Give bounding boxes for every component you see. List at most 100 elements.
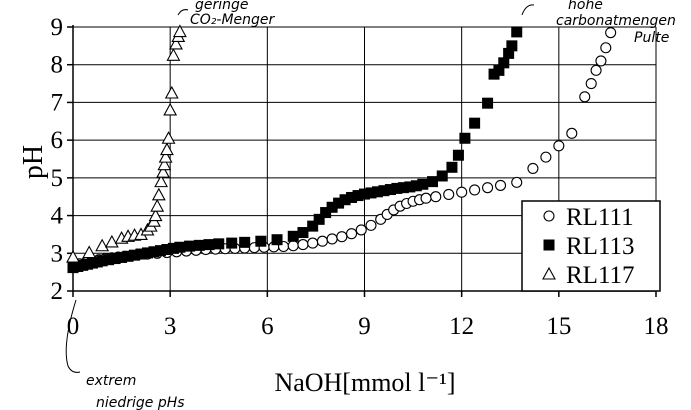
note-extrem-line1: extrem [86,373,136,389]
RL117-point [158,149,173,163]
RL111-point [585,78,597,90]
y-tick-label: 2 [51,278,64,305]
note-arrow-extrem [65,299,81,373]
RL111-point [365,219,377,231]
RL113-point [307,220,319,232]
RL117-point [150,198,165,212]
RL111-point [316,235,328,247]
note-co2-line1: geringe [195,0,249,13]
RL111-point [579,91,591,103]
RL111-point [553,140,565,152]
x-tick-label: 6 [261,313,274,340]
RL111-point [456,186,468,198]
RL111-point [355,224,367,236]
x-tick-label: 15 [546,313,571,340]
RL113-point [255,235,267,247]
note-carbonat-line2: carbonatmengen [556,13,676,29]
RL111-point [307,237,319,249]
RL113-point [427,176,439,188]
y-tick-label: 6 [51,127,64,154]
RL113-point [459,132,471,144]
RL111-point [511,176,523,188]
RL117-point [66,249,80,263]
series-RL113 [67,26,523,274]
RL113-point [213,238,225,250]
note-arrow-carbonat [521,4,535,16]
RL117-point [148,208,163,222]
RL111-point [443,188,455,201]
RL117-point [156,165,170,178]
RL113-point [203,239,215,251]
RL117-point [154,174,169,188]
x-tick-label: 3 [164,313,177,340]
RL111-point [430,191,442,203]
RL117-point [95,238,110,252]
RL113-point [482,97,494,109]
RL111-point [540,151,552,163]
note-carbonat-line1: hohe [568,0,603,13]
RL113-point [498,57,510,69]
legend-label-RL111: RL111 [566,204,634,231]
RL111-point [287,240,299,252]
RL117-point [166,48,181,61]
RL113-point [193,239,205,251]
RL111-point [600,42,612,54]
RL113-point [452,149,464,161]
RL111-point [494,179,507,191]
y-tick-label: 3 [51,240,64,267]
RL117-point [157,157,172,171]
y-tick-label: 5 [51,165,64,192]
x-tick-label: 0 [67,313,80,340]
note-extrem-line2: niedrige pHs [96,395,185,410]
tick-labels: 2 3 4 5 6 7 8 9 0 3 6 9 12 15 18 [51,14,669,340]
RL113-point [436,170,448,182]
note-arrow-co2 [177,9,189,16]
x-tick-label: 12 [449,313,474,340]
legend-label-RL113: RL113 [566,233,635,260]
RL111-point [420,192,432,204]
x-tick-label: 18 [644,313,669,340]
RL117-point [161,131,176,144]
RL111-point [469,184,481,196]
y-tick-label: 7 [51,89,64,116]
y-tick-label: 8 [51,52,64,79]
x-tick-label: 9 [358,313,371,340]
RL111-point [336,231,348,243]
x-axis-title: NaOH[mmol l⁻¹] [274,368,455,397]
RL111-point [595,55,607,67]
y-tick-label: 9 [51,14,64,41]
data-marks [66,24,617,274]
note-co2-line2: CO₂-Menger [190,12,276,28]
RL113-point [417,178,429,190]
RL117-point [164,85,179,99]
RL117-point [82,245,97,259]
RL113-point [446,161,458,173]
y-axis-title: pH [18,145,49,179]
RL113-point [313,213,325,225]
RL113-point [297,227,309,239]
RL113-point [174,241,186,253]
RL111-point [297,239,309,251]
note-carbonat-line3: Pulte [634,30,669,46]
RL111-point [527,162,539,174]
RL111-point [605,27,617,39]
RL113-point [469,117,481,129]
RL113-point [511,26,523,38]
RL113-point [287,230,299,242]
legend-marker-RL113 [543,239,555,251]
RL117-point [151,187,166,201]
series-RL117 [66,24,187,263]
legend-marker-RL111 [543,210,555,222]
legend-marker-RL117 [542,266,556,280]
RL111-point [566,127,578,139]
RL113-point [506,40,518,52]
y-tick-label: 4 [51,203,64,230]
RL117-point [160,142,174,156]
RL111-point [326,233,338,245]
RL117-point [169,36,183,50]
RL111-point [345,228,358,240]
RL113-point [184,240,196,252]
